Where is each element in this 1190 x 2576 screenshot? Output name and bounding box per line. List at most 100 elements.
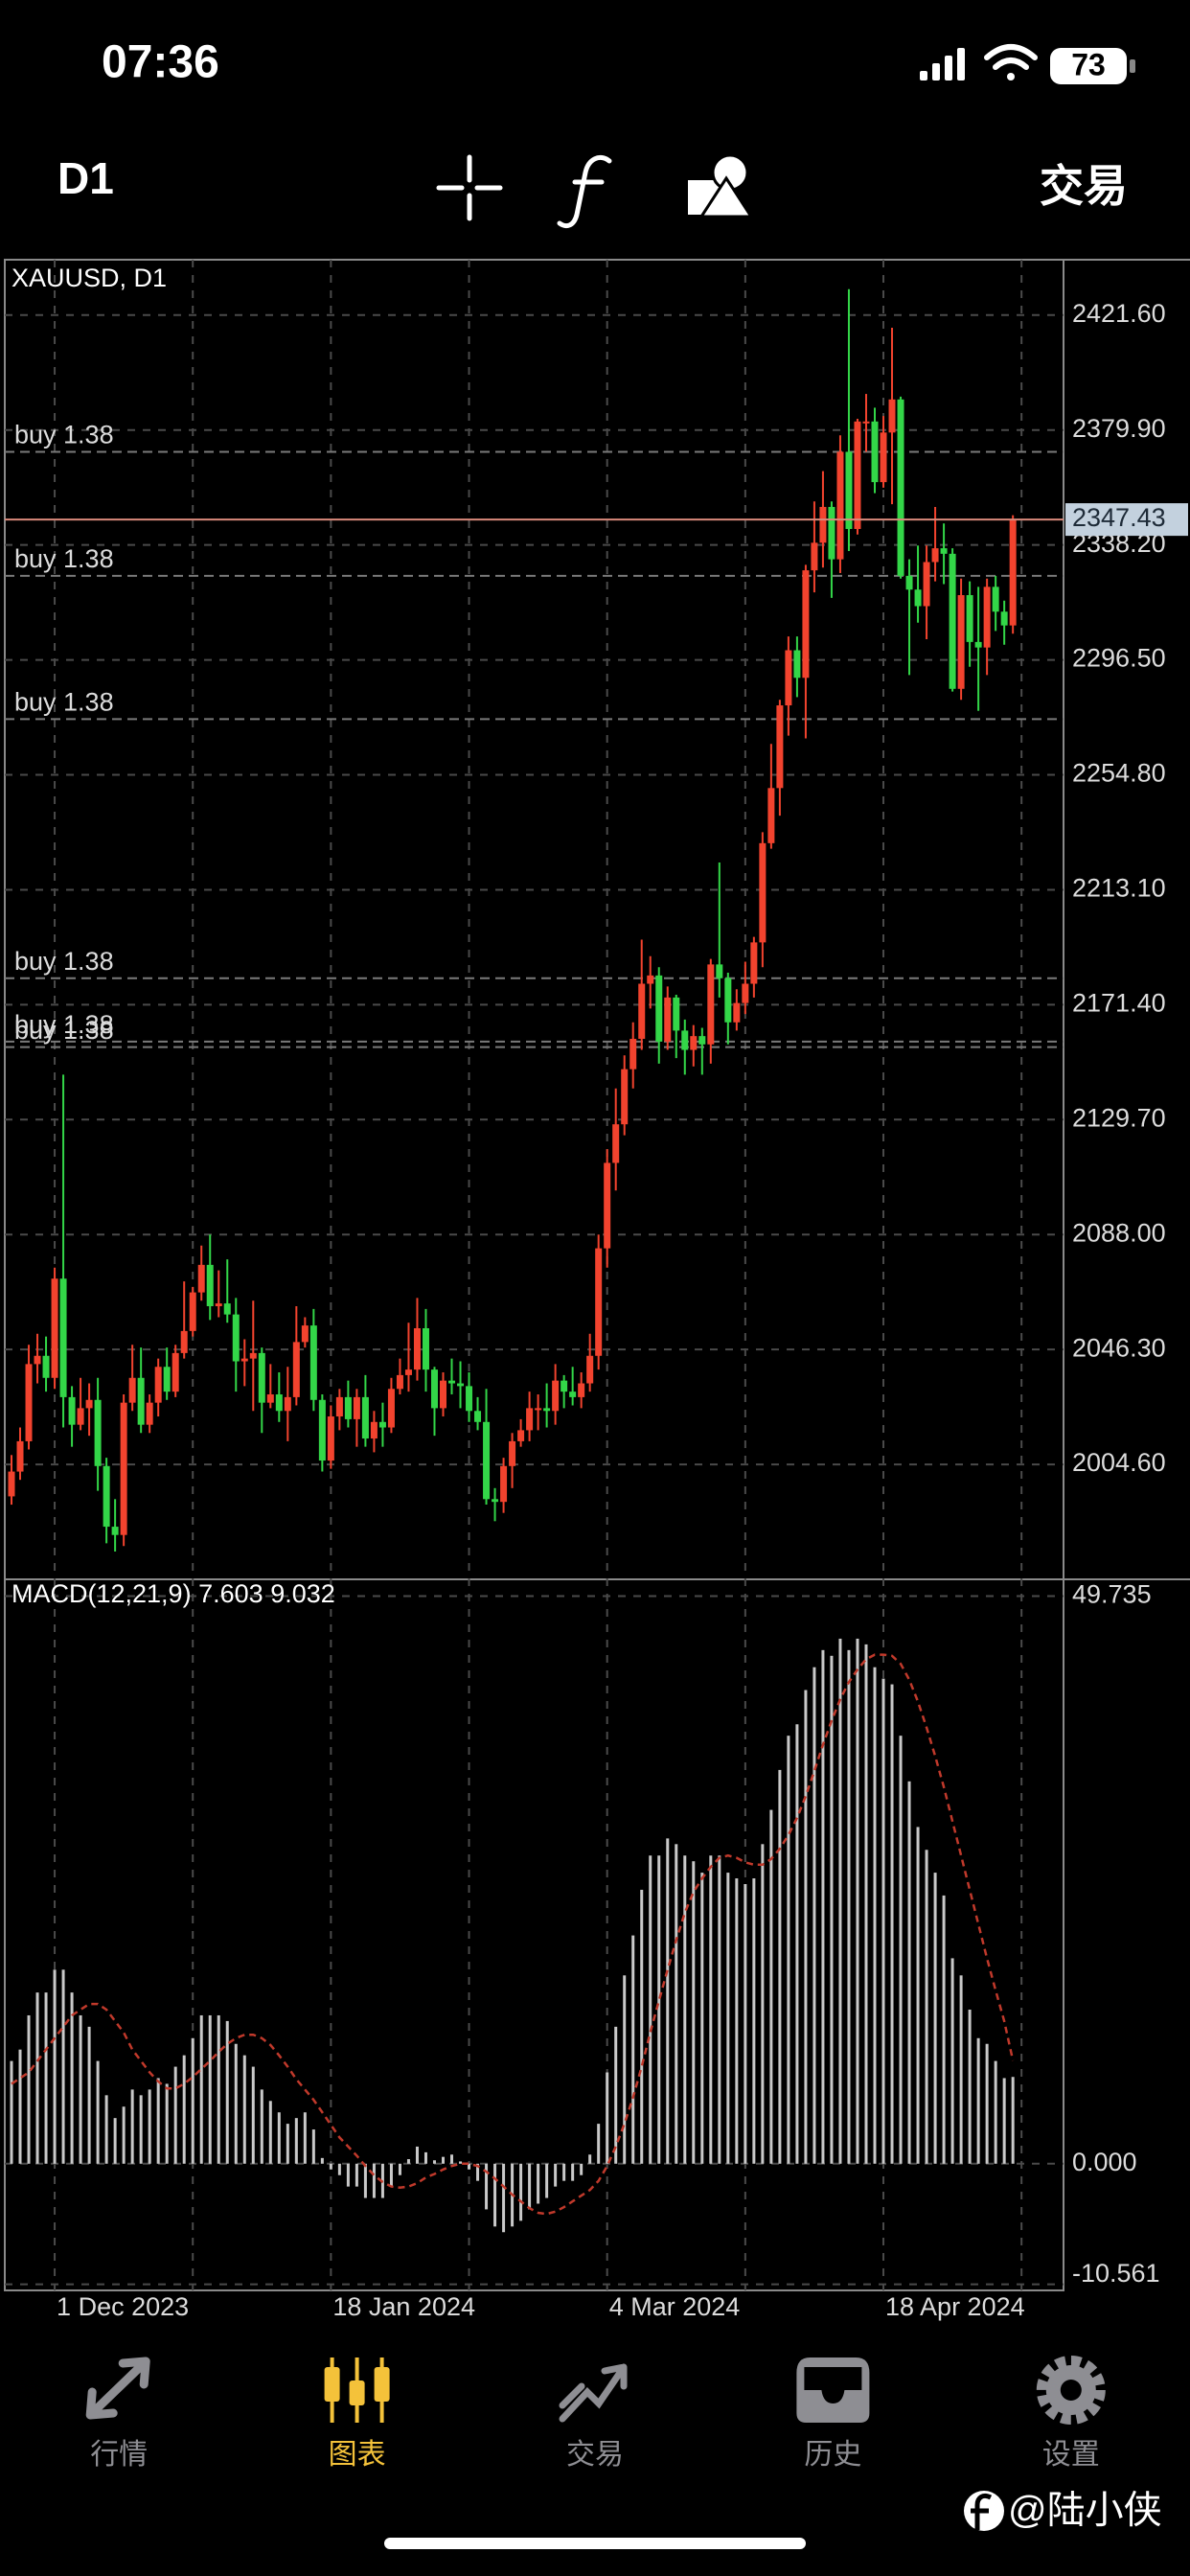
timeframe-button[interactable]: D1 [57, 153, 114, 203]
candle-body [284, 1396, 291, 1412]
macd-bar [156, 2078, 160, 2164]
macd-bar [726, 1873, 730, 2164]
macd-bar [571, 2163, 575, 2181]
candle-body [111, 1527, 119, 1535]
macd-bar [752, 1878, 756, 2164]
candle-body [353, 1396, 360, 1419]
macd-bar [580, 2163, 584, 2175]
home-indicator [384, 2538, 806, 2549]
tab-icon-chart-body [324, 2367, 340, 2402]
grid [5, 260, 1064, 2290]
candle-body [223, 1303, 231, 1315]
tab-label: 行情 [90, 2439, 148, 2471]
tab[interactable]: 历史 [796, 2358, 870, 2471]
macd-bar [165, 2083, 169, 2164]
macd-bar [18, 2049, 22, 2164]
candle-body [448, 1380, 456, 1384]
macd-bar [873, 1667, 877, 2164]
candle-body [370, 1421, 378, 1439]
macd-bar [985, 2043, 989, 2164]
candle-body [526, 1408, 534, 1431]
candle-body [742, 983, 749, 1003]
chart-title: XAUUSD, D1 [11, 264, 167, 292]
macd-bar [804, 1690, 808, 2164]
macd-bar [415, 2146, 419, 2164]
macd-bar [35, 1992, 39, 2164]
candle-body [422, 1328, 429, 1370]
current-price-box [1065, 503, 1188, 537]
macd-bar [104, 2095, 108, 2164]
macd-bar [787, 1736, 790, 2164]
tab-label: 设置 [1042, 2439, 1100, 2471]
crosshair-button[interactable] [436, 154, 503, 221]
macd-bar [355, 2163, 358, 2187]
macd-bar [113, 2118, 117, 2164]
tab-icon-trade [559, 2363, 628, 2423]
candle-body [94, 1399, 102, 1466]
candle-body [413, 1328, 421, 1370]
candle-body [923, 562, 930, 607]
macd-bar [562, 2163, 566, 2181]
macd-bar [199, 2014, 203, 2164]
trade-button[interactable]: 交易 [1040, 161, 1128, 211]
macd-bar [950, 1958, 954, 2164]
macd-bar [468, 2163, 471, 2170]
macd-bar [476, 2163, 480, 2181]
candle-body [344, 1396, 352, 1419]
macd-bar [657, 1855, 661, 2164]
macd-bar [79, 2014, 82, 2164]
macd-bar [925, 1850, 928, 2164]
tab[interactable]: 图表 [324, 2358, 390, 2471]
macd-bar [277, 2112, 281, 2164]
candle-body [767, 788, 775, 843]
candle-body [940, 548, 948, 554]
y-tick-label: 2004.60 [1072, 1448, 1166, 1477]
macd-bar [640, 1889, 644, 2164]
tab[interactable]: 交易 [559, 2363, 628, 2471]
current-price-label: 2347.43 [1072, 503, 1166, 532]
macd-bar [907, 1781, 911, 2164]
order-label: buy 1.38 [14, 1010, 114, 1039]
candle-body [664, 997, 672, 1042]
macd-bar [976, 2037, 980, 2164]
candle-body [716, 964, 723, 978]
candle-body [819, 506, 827, 543]
macd-bar [942, 1895, 946, 2164]
macd-bar [10, 2060, 13, 2164]
candle-body [396, 1374, 403, 1390]
signal-value: 9.032 [270, 1579, 335, 1608]
candle-body [180, 1330, 188, 1353]
candle-body [258, 1352, 265, 1403]
candle-body [992, 586, 999, 612]
macd-bar [346, 2163, 350, 2187]
candle-body [974, 641, 982, 648]
wifi-icon [984, 44, 1038, 80]
candle-body [387, 1389, 395, 1428]
objects-button[interactable] [688, 153, 754, 218]
tab[interactable]: 行情 [85, 2357, 150, 2471]
candle-body [690, 1036, 698, 1050]
candle-body [586, 1355, 594, 1384]
candle-body [785, 650, 792, 706]
candle-body [318, 1399, 326, 1461]
tab[interactable]: 设置 [1036, 2356, 1106, 2471]
macd-value: 7.603 [198, 1579, 263, 1608]
candle-body [914, 589, 922, 607]
labels: 2421.602379.902338.202296.502254.802213.… [14, 299, 1188, 2321]
candle-body [983, 586, 991, 648]
indicator-button[interactable] [557, 155, 612, 229]
macd-bar [769, 1809, 773, 2164]
candle-body [215, 1303, 222, 1306]
candle-body [404, 1369, 412, 1375]
y-tick-label: 2296.50 [1072, 644, 1166, 673]
candle-body [275, 1394, 283, 1412]
macd-bar [389, 2163, 393, 2187]
macd-bar [363, 2163, 367, 2198]
order-label: buy 1.38 [14, 1016, 114, 1045]
macd-bar [329, 2163, 332, 2170]
macd-bar [70, 1992, 74, 2164]
macd-bar [337, 2163, 341, 2175]
macd-bar [320, 2157, 324, 2164]
candle-body [335, 1396, 343, 1417]
